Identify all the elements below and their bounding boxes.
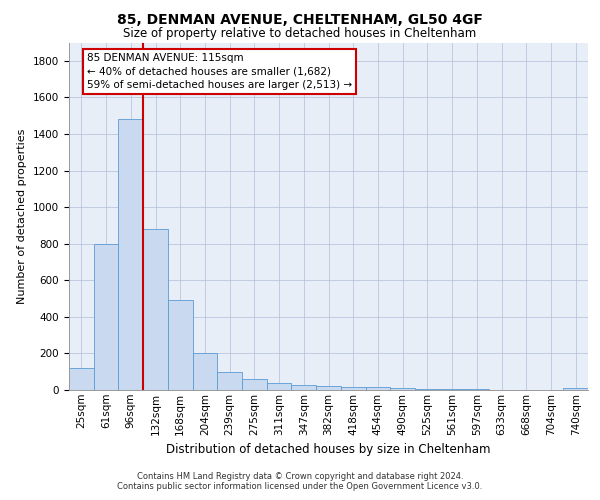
Bar (390, 388, 415, 390)
Bar (69, 368, 94, 390)
Bar (415, 388, 440, 390)
Text: 85, DENMAN AVENUE, CHELTENHAM, GL50 4GF: 85, DENMAN AVENUE, CHELTENHAM, GL50 4GF (117, 12, 483, 26)
Bar (341, 386, 365, 390)
Text: Size of property relative to detached houses in Cheltenham: Size of property relative to detached ho… (124, 28, 476, 40)
Bar (440, 389, 464, 390)
Text: Contains HM Land Registry data © Crown copyright and database right 2024.: Contains HM Land Registry data © Crown c… (137, 472, 463, 481)
Text: 85 DENMAN AVENUE: 115sqm
← 40% of detached houses are smaller (1,682)
59% of sem: 85 DENMAN AVENUE: 115sqm ← 40% of detach… (87, 54, 352, 90)
Bar (193, 352, 217, 390)
Bar (217, 372, 242, 390)
Y-axis label: Number of detached properties: Number of detached properties (17, 128, 28, 304)
Bar (365, 388, 390, 390)
Bar (563, 388, 588, 390)
Bar (168, 300, 193, 390)
Bar (94, 244, 118, 390)
X-axis label: Distribution of detached houses by size in Cheltenham: Distribution of detached houses by size … (166, 443, 491, 456)
Text: Contains public sector information licensed under the Open Government Licence v3: Contains public sector information licen… (118, 482, 482, 491)
Bar (267, 382, 292, 390)
Bar (143, 229, 168, 390)
Bar (292, 386, 316, 390)
Bar (316, 386, 341, 390)
Bar (118, 120, 143, 390)
Bar (242, 379, 267, 390)
